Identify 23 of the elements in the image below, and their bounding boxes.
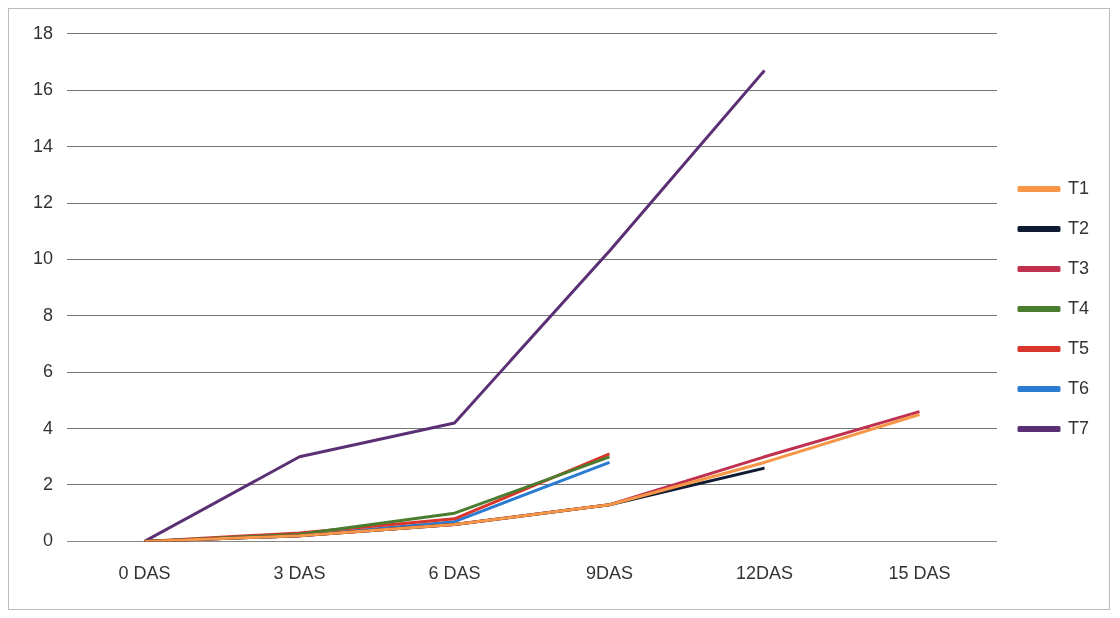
y-tick-label: 0: [43, 530, 54, 551]
x-tick-label: 6 DAS: [428, 563, 481, 584]
legend-label: T1: [1067, 177, 1090, 198]
legend-label: T6: [1067, 377, 1090, 398]
x-tick-label: 0 DAS: [118, 563, 171, 584]
y-tick-label: 12: [32, 191, 54, 212]
y-tick-label: 10: [32, 248, 54, 269]
legend-label: T2: [1067, 217, 1090, 238]
x-tick-label: 3 DAS: [273, 563, 326, 584]
y-tick-label: 2: [43, 473, 54, 494]
y-tick-label: 18: [32, 22, 54, 43]
x-tick-label: 9DAS: [585, 563, 634, 584]
y-tick-label: 16: [32, 79, 54, 100]
x-tick-label: 12DAS: [735, 563, 794, 584]
x-tick-label: 15 DAS: [888, 563, 951, 584]
y-tick-label: 4: [43, 417, 54, 438]
y-tick-label: 8: [43, 304, 54, 325]
legend-label: T4: [1067, 297, 1090, 318]
legend-label: T5: [1067, 337, 1090, 358]
y-tick-label: 14: [32, 135, 54, 156]
y-tick-label: 6: [43, 361, 54, 382]
legend-label: T3: [1067, 257, 1090, 278]
legend-label: T7: [1067, 417, 1090, 438]
